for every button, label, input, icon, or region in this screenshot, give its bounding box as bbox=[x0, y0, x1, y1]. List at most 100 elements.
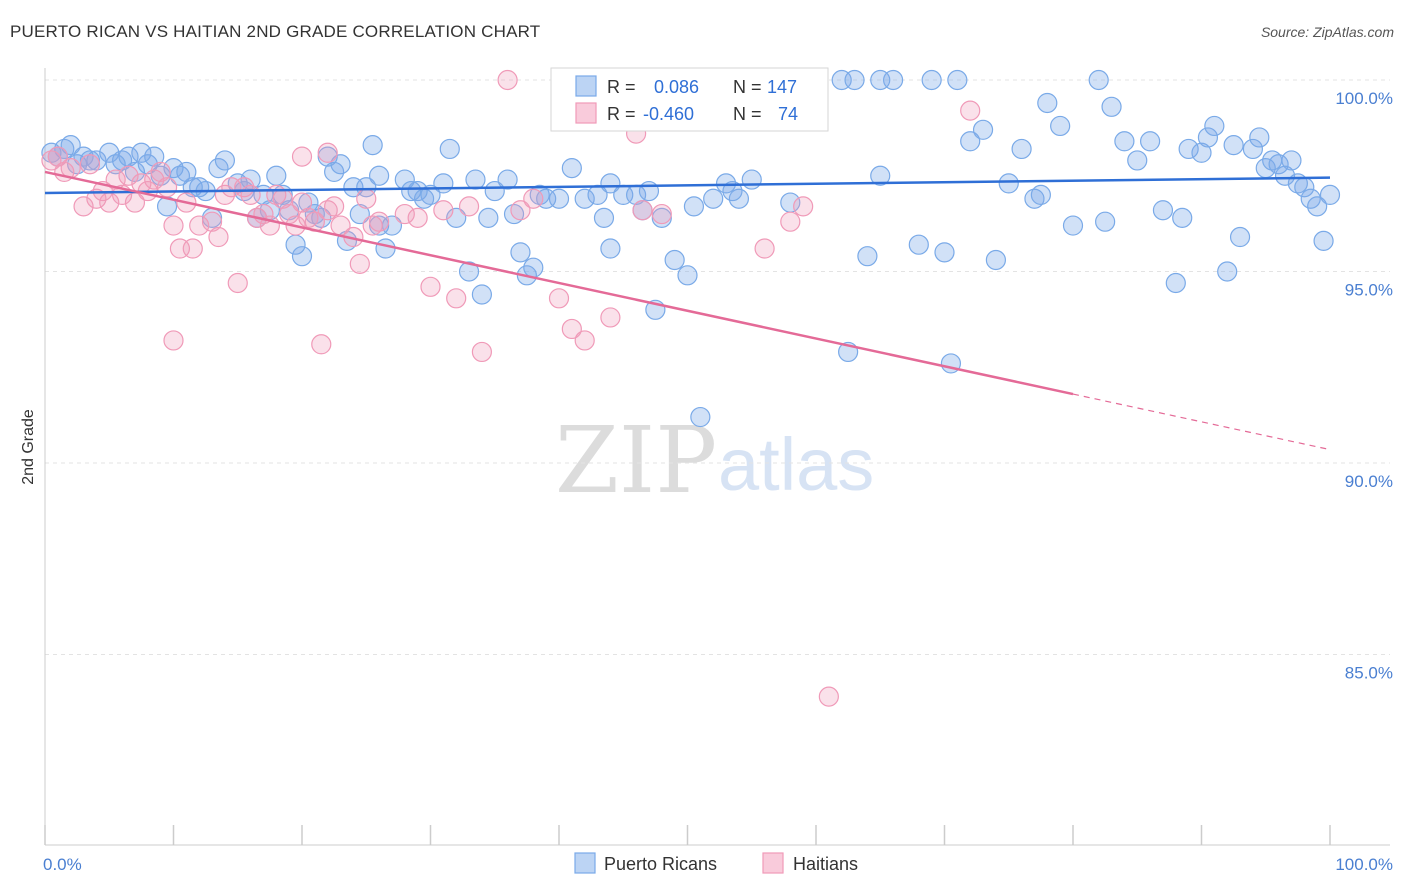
point-haitians bbox=[150, 161, 171, 183]
point-haitians bbox=[497, 69, 518, 91]
point-puerto-ricans bbox=[1062, 215, 1084, 236]
legend-r-label: R = bbox=[607, 104, 636, 124]
point-puerto-ricans bbox=[458, 261, 480, 282]
point-haitians bbox=[754, 238, 775, 259]
point-puerto-ricans bbox=[131, 142, 152, 163]
point-puerto-ricans bbox=[844, 69, 865, 91]
point-puerto-ricans bbox=[523, 257, 544, 278]
point-haitians bbox=[324, 196, 345, 217]
x-tick-label: 0.0% bbox=[43, 855, 82, 874]
y-axis-label: 2nd Grade bbox=[20, 409, 37, 485]
point-haitians bbox=[156, 177, 178, 198]
legend-swatch-puerto-ricans bbox=[575, 75, 597, 97]
point-puerto-ricans bbox=[1095, 211, 1116, 232]
legend-box bbox=[550, 67, 829, 132]
legend-n-label: N = bbox=[733, 104, 762, 124]
point-puerto-ricans bbox=[60, 135, 81, 156]
point-puerto-ricans bbox=[1050, 115, 1071, 137]
point-puerto-ricans bbox=[446, 207, 467, 228]
point-puerto-ricans bbox=[497, 169, 518, 190]
point-haitians bbox=[574, 330, 595, 351]
point-haitians bbox=[960, 100, 981, 121]
point-puerto-ricans bbox=[41, 142, 62, 163]
point-haitians bbox=[60, 157, 81, 179]
point-puerto-ricans bbox=[677, 265, 698, 286]
point-puerto-ricans bbox=[1307, 196, 1328, 217]
chart-title: PUERTO RICAN VS HAITIAN 2ND GRADE CORREL… bbox=[10, 22, 541, 41]
correlation-legend: R = 0.086 N = 147 R = -0.460 N = 74 bbox=[550, 67, 829, 132]
point-puerto-ricans bbox=[1165, 272, 1186, 294]
series-legend: Puerto Ricans Haitians bbox=[574, 852, 858, 874]
point-puerto-ricans bbox=[439, 138, 460, 160]
point-puerto-ricans bbox=[972, 119, 994, 140]
point-haitians bbox=[291, 192, 313, 213]
point-haitians bbox=[298, 207, 319, 228]
point-puerto-ricans bbox=[998, 173, 1019, 194]
point-puerto-ricans bbox=[330, 154, 351, 175]
point-puerto-ricans bbox=[362, 135, 383, 156]
point-puerto-ricans bbox=[99, 142, 120, 163]
point-puerto-ricans bbox=[1037, 92, 1058, 114]
point-puerto-ricans bbox=[1242, 138, 1264, 160]
point-puerto-ricans bbox=[664, 249, 685, 271]
point-puerto-ricans bbox=[291, 246, 313, 267]
point-puerto-ricans bbox=[690, 406, 711, 428]
point-haitians bbox=[793, 196, 814, 217]
point-puerto-ricans bbox=[947, 69, 968, 91]
point-puerto-ricans bbox=[1127, 150, 1148, 171]
point-puerto-ricans bbox=[857, 246, 878, 267]
point-haitians bbox=[407, 207, 428, 228]
point-haitians bbox=[471, 341, 492, 363]
point-puerto-ricans bbox=[921, 69, 942, 91]
point-haitians bbox=[311, 334, 332, 355]
point-haitians bbox=[41, 150, 62, 171]
watermark: ZIP atlas bbox=[555, 407, 874, 514]
point-puerto-ricans bbox=[1139, 131, 1161, 152]
point-puerto-ricans bbox=[214, 150, 235, 171]
point-puerto-ricans bbox=[1274, 165, 1296, 186]
point-puerto-ricans bbox=[465, 169, 486, 190]
point-haitians bbox=[362, 215, 383, 236]
point-puerto-ricans bbox=[934, 242, 955, 263]
point-haitians bbox=[79, 154, 101, 175]
point-puerto-ricans bbox=[503, 203, 525, 225]
point-haitians bbox=[118, 165, 139, 186]
point-puerto-ricans bbox=[111, 150, 133, 171]
point-haitians bbox=[651, 203, 672, 225]
point-puerto-ricans bbox=[478, 207, 499, 228]
point-puerto-ricans bbox=[529, 184, 550, 205]
point-haitians bbox=[182, 238, 203, 259]
point-puerto-ricans bbox=[1319, 184, 1341, 205]
legend-label-haitians: Haitians bbox=[793, 854, 858, 874]
gridlines bbox=[45, 79, 1390, 655]
point-haitians bbox=[201, 211, 223, 232]
point-puerto-ricans bbox=[600, 173, 621, 194]
point-puerto-ricans bbox=[882, 69, 904, 91]
point-puerto-ricans bbox=[1249, 127, 1270, 148]
watermark-zip: ZIP bbox=[555, 407, 717, 514]
point-puerto-ricans bbox=[1229, 226, 1251, 248]
legend-r-label: R = bbox=[607, 77, 636, 97]
legend-n-value-haitians: 74 bbox=[778, 104, 798, 124]
point-haitians bbox=[163, 330, 184, 351]
point-haitians bbox=[561, 318, 582, 340]
legend-r-value-haitians: -0.460 bbox=[643, 104, 694, 124]
point-puerto-ricans bbox=[433, 173, 454, 194]
watermark-atlas: atlas bbox=[718, 423, 874, 506]
point-puerto-ricans bbox=[741, 169, 762, 190]
point-haitians bbox=[420, 276, 441, 297]
point-puerto-ricans bbox=[1114, 131, 1135, 152]
point-haitians bbox=[73, 196, 94, 217]
source-label: Source: ZipAtlas.com bbox=[1260, 24, 1394, 40]
point-haitians bbox=[523, 188, 544, 209]
point-puerto-ricans bbox=[593, 207, 615, 228]
point-haitians bbox=[163, 215, 184, 236]
point-haitians bbox=[349, 253, 370, 274]
point-haitians bbox=[189, 215, 210, 236]
data-points bbox=[41, 69, 1341, 707]
point-puerto-ricans bbox=[908, 234, 929, 255]
point-puerto-ricans bbox=[1152, 200, 1174, 221]
point-puerto-ricans bbox=[169, 165, 191, 186]
legend-swatch-haitians bbox=[762, 852, 784, 874]
